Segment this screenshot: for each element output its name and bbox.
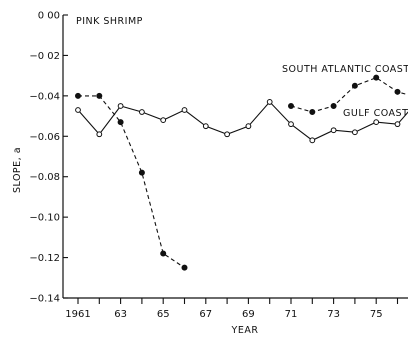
x-axis-label: YEAR — [231, 325, 259, 336]
data-point — [330, 127, 337, 134]
data-point — [373, 119, 380, 126]
y-tick-label: 0 00 — [38, 11, 60, 22]
data-point — [224, 131, 231, 138]
x-tick-label: 1961 — [65, 309, 90, 320]
data-point — [117, 119, 124, 126]
data-point — [351, 82, 358, 89]
y-tick-label: −0.04 — [29, 91, 60, 102]
data-point — [288, 102, 294, 109]
data-point — [138, 169, 145, 176]
y-tick-label: −0 02 — [29, 51, 60, 62]
data-point — [394, 121, 401, 128]
x-tick-label: 73 — [327, 309, 340, 320]
y-axis-label: SLOPE, a — [12, 147, 23, 193]
data-point — [330, 102, 337, 109]
chart-title: PINK SHRIMP — [76, 16, 143, 27]
series-line — [290, 77, 408, 113]
x-axis-ticks: 19616365676971737577 — [65, 298, 399, 320]
data-point — [160, 117, 167, 124]
series-label-gulf-coast: GULF COAST — [343, 108, 408, 119]
axes — [62, 15, 408, 299]
series-line — [78, 95, 185, 269]
y-tick-label: −0.08 — [29, 172, 60, 183]
data-point — [266, 99, 273, 105]
y-tick-label: −0.14 — [29, 294, 60, 305]
data-point — [394, 88, 401, 95]
data-point — [245, 123, 252, 130]
x-tick-label: 75 — [370, 309, 383, 320]
data-point — [181, 264, 188, 271]
x-tick-label: 65 — [157, 309, 170, 320]
y-tick-label: −0.12 — [29, 253, 60, 264]
data-point — [309, 109, 316, 116]
x-tick-label: 71 — [285, 309, 298, 320]
series-label-south-atlantic: SOUTH ATLANTIC COAST — [282, 64, 408, 75]
x-tick-label: 67 — [199, 309, 212, 320]
data-point — [117, 103, 124, 109]
series-south-atlantic-coast — [75, 74, 408, 271]
data-point — [309, 137, 316, 144]
y-tick-label: −0.06 — [29, 132, 60, 143]
data-point — [352, 129, 358, 136]
data-point — [288, 121, 294, 128]
data-point — [96, 131, 103, 138]
y-tick-label: −0.10 — [29, 213, 60, 224]
data-point — [139, 109, 145, 115]
x-tick-label: 69 — [242, 309, 255, 320]
data-point — [160, 250, 167, 257]
data-point — [96, 92, 103, 99]
x-tick-label: 63 — [114, 309, 127, 320]
series-line — [77, 101, 408, 141]
data-point — [373, 74, 380, 81]
y-axis-ticks: 0 00 −0 02 −0.04 −0.06 −0.08 −0.10 −0.12 −0.14 — [29, 11, 68, 305]
data-point — [181, 107, 188, 113]
series-layer — [75, 74, 408, 271]
data-point — [202, 123, 209, 130]
data-point — [75, 107, 81, 113]
data-point — [75, 92, 81, 99]
series-gulf-coast — [75, 99, 408, 144]
